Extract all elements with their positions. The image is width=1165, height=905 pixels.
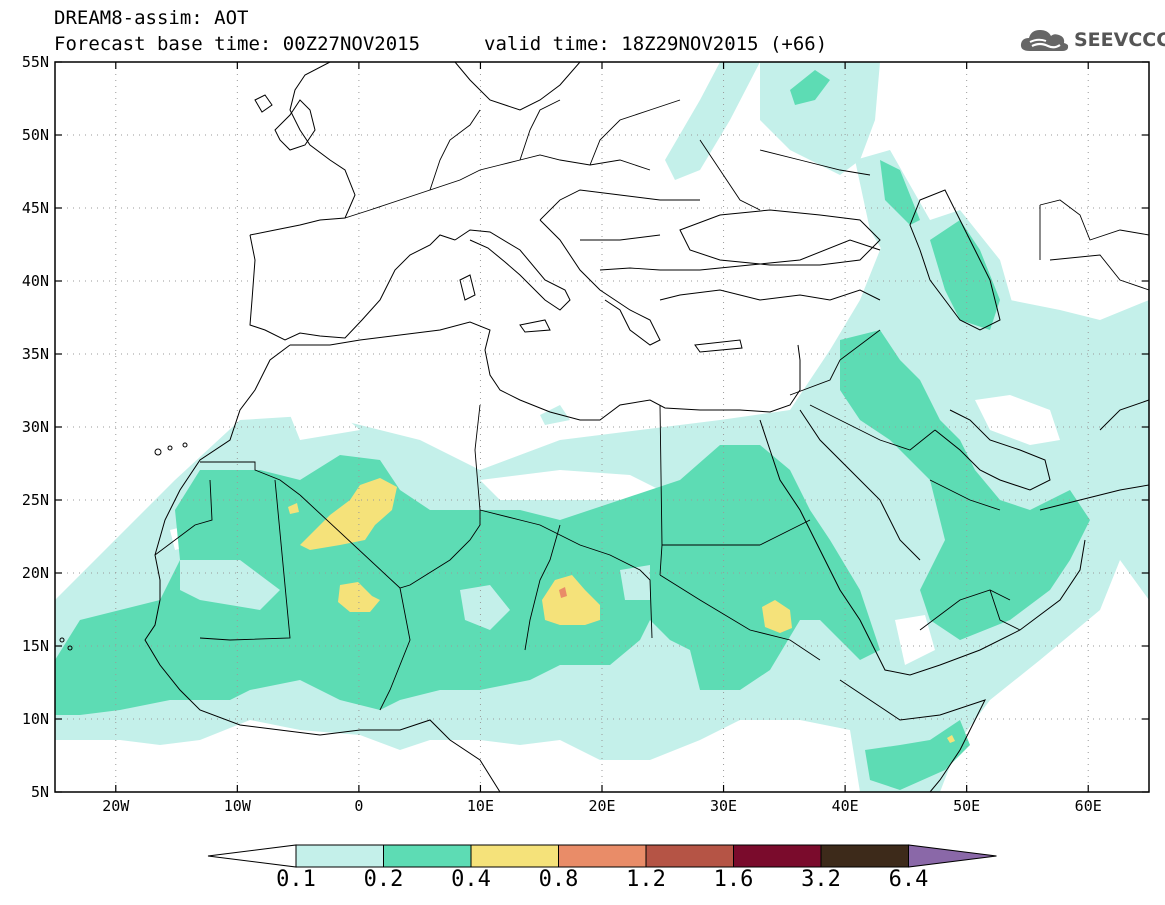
y-tick-label: 20N — [22, 564, 49, 582]
colorbar-box — [470, 844, 559, 868]
valid-time-label: valid time: 18Z29NOV2015 (+66) — [484, 33, 828, 55]
x-tick-label: 10W — [224, 797, 252, 815]
colorbar-box — [733, 844, 822, 868]
y-tick-label: 5N — [31, 783, 49, 801]
aot-field — [55, 62, 1149, 792]
x-tick-label: 10E — [467, 797, 494, 815]
y-tick-label: 10N — [22, 710, 49, 728]
colorbar-level-label: 1.6 — [713, 867, 754, 892]
x-tick-label: 0 — [354, 797, 363, 815]
colorbar-box — [295, 844, 384, 868]
y-tick-label: 55N — [22, 53, 49, 71]
y-tick-label: 50N — [22, 126, 49, 144]
x-axis-labels: 20W 10W 0 10E 20E 30E 40E 50E 60E — [102, 797, 1102, 815]
colorbar-level-label: 6.4 — [888, 867, 929, 892]
colorbar-box — [820, 844, 909, 868]
y-tick-label: 25N — [22, 491, 49, 509]
lat-lon-grid — [55, 62, 1149, 792]
x-tick-label: 50E — [953, 797, 980, 815]
cloud-icon — [1020, 30, 1069, 51]
y-axis-labels: 55N 50N 45N 40N 35N 30N 25N 20N 15N 10N 5N — [22, 53, 49, 801]
colorbar-under-triangle — [207, 844, 297, 868]
colorbar-level-label: 1.2 — [626, 867, 666, 892]
colorbar-box — [383, 844, 472, 868]
logo-text: SEEVCCC — [1074, 29, 1165, 51]
colorbar-box — [645, 844, 734, 868]
seevccc-logo: SEEVCCC — [1018, 24, 1165, 56]
colorbar-level-label: 3.2 — [801, 867, 841, 892]
x-tick-label: 40E — [832, 797, 859, 815]
base-time-label: Forecast base time: 00Z27NOV2015 — [54, 33, 421, 55]
y-tick-label: 30N — [22, 418, 49, 436]
x-tick-label: 20W — [102, 797, 130, 815]
y-tick-label: 40N — [22, 272, 49, 290]
y-tick-label: 15N — [22, 637, 49, 655]
colorbar-boxes — [207, 844, 997, 868]
coastlines — [59, 62, 1149, 792]
x-tick-label: 60E — [1075, 797, 1102, 815]
aot-contour-0-8 — [559, 587, 567, 598]
colorbar-level-label: 0.1 — [276, 867, 316, 892]
aot-contour-0-2 — [55, 70, 1090, 790]
map-title: DREAM8-assim: AOT — [54, 7, 249, 29]
colorbar-level-label: 0.8 — [538, 867, 579, 892]
colorbar-box — [558, 844, 647, 868]
x-tick-label: 20E — [588, 797, 615, 815]
y-tick-label: 35N — [22, 345, 49, 363]
y-tick-label: 45N — [22, 199, 49, 217]
colorbar-level-label: 0.4 — [451, 867, 491, 892]
axis-ticks — [55, 61, 1149, 793]
colorbar-level-label: 0.2 — [363, 867, 404, 892]
x-tick-label: 30E — [710, 797, 737, 815]
country-borders — [154, 99, 1149, 711]
colorbar-over-triangle — [908, 844, 997, 868]
